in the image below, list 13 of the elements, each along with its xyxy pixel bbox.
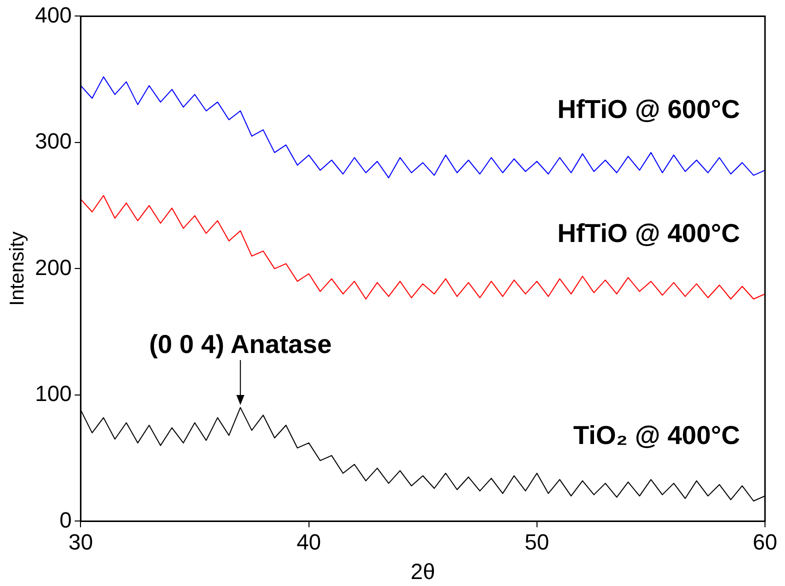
y-tick-label: 300 <box>34 128 72 154</box>
y-tick-label: 400 <box>34 2 72 28</box>
x-tick-label: 60 <box>752 529 778 554</box>
series-label: HfTiO @ 600°C <box>557 94 740 124</box>
series-label: HfTiO @ 400°C <box>557 218 740 248</box>
y-tick-label: 200 <box>34 254 72 280</box>
x-tick-label: 50 <box>524 529 550 554</box>
x-tick-label: 40 <box>296 529 322 554</box>
x-axis-title: 2θ <box>410 558 436 584</box>
series-label: TiO₂ @ 400°C <box>573 420 740 450</box>
annotation: (0 0 4) Anatase <box>149 329 332 360</box>
y-axis-title: Intensity <box>6 231 29 306</box>
y-tick-label: 100 <box>34 381 72 406</box>
